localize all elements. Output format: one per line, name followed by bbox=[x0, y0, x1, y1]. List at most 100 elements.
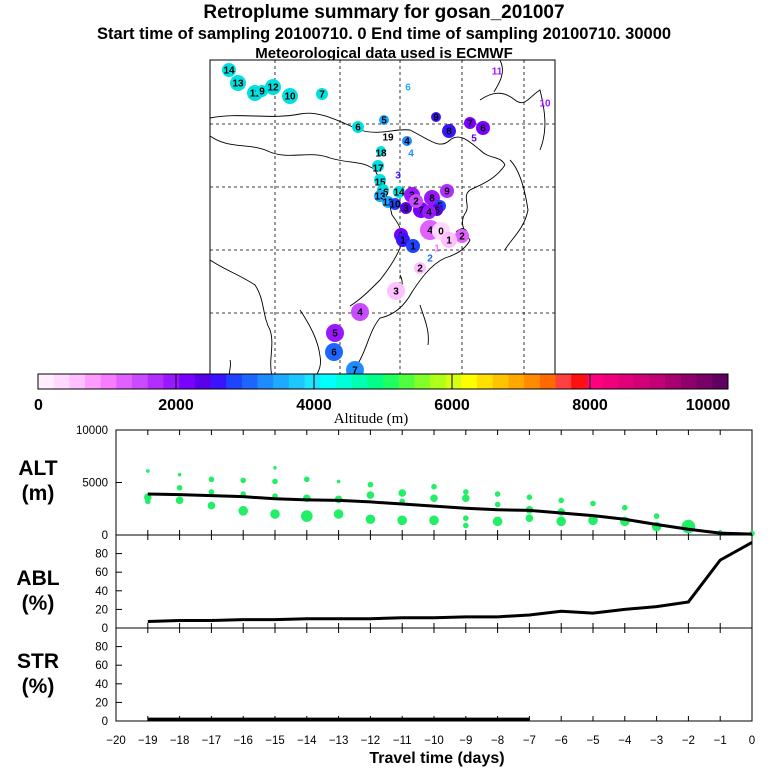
colorbar-tick-label: 6000 bbox=[434, 397, 470, 414]
y-tick-label: 20 bbox=[95, 697, 108, 709]
altitude-cluster-point bbox=[146, 469, 150, 473]
trajectory-day-label: 17 bbox=[372, 163, 384, 174]
x-tick-label: −14 bbox=[297, 735, 317, 747]
colorbar-cell bbox=[696, 374, 713, 389]
colorbar-tick-label: 8000 bbox=[572, 397, 608, 414]
colorbar-cell bbox=[430, 374, 447, 389]
x-tick-label: −16 bbox=[233, 735, 253, 747]
x-axis-title: Travel time (days) bbox=[369, 750, 504, 767]
colorbar-cell bbox=[241, 374, 259, 389]
colorbar-cell bbox=[665, 374, 682, 389]
trajectory-day-label: 2 bbox=[427, 254, 433, 265]
colorbar-cell bbox=[367, 374, 384, 389]
trajectory-marker-dot bbox=[326, 324, 344, 342]
altitude-cluster-point bbox=[463, 522, 469, 529]
x-tick-label: −4 bbox=[618, 735, 632, 747]
colorbar-cell bbox=[618, 374, 635, 389]
altitude-cluster-point bbox=[238, 506, 248, 516]
trajectory-marker-dot bbox=[422, 205, 436, 219]
trajectory-day-label: 7 bbox=[418, 206, 424, 217]
trajectory-marker-dot bbox=[222, 63, 236, 77]
trajectory-day-label: 1 bbox=[434, 244, 440, 255]
colorbar-cell bbox=[257, 374, 274, 389]
trajectory-day-label: 7 bbox=[352, 366, 358, 377]
colorbar-cell bbox=[163, 374, 180, 389]
colorbar-cell bbox=[524, 374, 541, 389]
trajectory-marker-dot bbox=[265, 79, 281, 95]
x-tick-label: −18 bbox=[170, 735, 190, 747]
y-tick-label: 5000 bbox=[82, 478, 108, 490]
trajectory-day-label: 3 bbox=[403, 204, 409, 215]
trajectory-day-label: 14 bbox=[223, 66, 235, 77]
trajectory-marker-dot bbox=[389, 198, 401, 210]
colorbar-cell bbox=[555, 374, 572, 389]
y-tick-label: 60 bbox=[95, 567, 108, 579]
colorbar-cell bbox=[179, 374, 196, 389]
colorbar-cell bbox=[712, 374, 729, 389]
trajectory-day-label: 5 bbox=[332, 329, 338, 340]
altitude-cluster-point bbox=[494, 491, 501, 497]
altitude-cluster-point bbox=[397, 515, 408, 526]
trajectory-day-label: 1 bbox=[400, 236, 406, 247]
altitude-colorbar: 0 2000 4000 6000 8000 10000 Altitude (m) bbox=[34, 373, 730, 427]
trajectory-day-label: 4 bbox=[427, 226, 433, 237]
map-panel: 1413119121076111065199876541841715161431… bbox=[209, 59, 556, 379]
mean-altitude-line bbox=[147, 492, 753, 536]
y-tick-label: 20 bbox=[95, 604, 108, 616]
abl-panel-label: ABL bbox=[16, 567, 59, 590]
colorbar-cell bbox=[461, 374, 478, 389]
abl-chart-content: 0 20 40 60 80 bbox=[95, 535, 753, 635]
colorbar-cell bbox=[304, 374, 321, 389]
y-tick-label: 60 bbox=[95, 660, 108, 672]
altitude-cluster-point bbox=[525, 514, 534, 522]
y-tick-label: 80 bbox=[95, 549, 108, 561]
trajectory-day-label: 15 bbox=[374, 177, 386, 188]
trajectory-day-label: 10 bbox=[389, 200, 401, 211]
trajectory-marker-dot bbox=[441, 232, 457, 248]
trajectory-day-label: 4 bbox=[357, 308, 363, 319]
colorbar-cell bbox=[586, 374, 604, 389]
altitude-cluster-point bbox=[177, 472, 182, 477]
trajectory-day-label: 6 bbox=[405, 83, 411, 94]
trajectory-day-label: 2 bbox=[417, 264, 423, 275]
met-data-subtitle: Meteorological data used is ECMWF bbox=[255, 45, 513, 62]
altitude-cluster-point bbox=[367, 481, 374, 488]
x-tick-label: −3 bbox=[650, 735, 663, 747]
altitude-cluster-point bbox=[494, 501, 501, 508]
altitude-cluster-point bbox=[681, 519, 696, 534]
trajectory-marker-dot bbox=[476, 121, 490, 135]
x-tick-label: −10 bbox=[424, 735, 444, 747]
colorbar-cell bbox=[116, 374, 133, 389]
trajectory-day-label: 2 bbox=[459, 232, 465, 243]
colorbar-cell bbox=[38, 374, 55, 389]
alt-panel-unit: (m) bbox=[22, 482, 55, 505]
colorbar-cell bbox=[100, 374, 117, 389]
altitude-cluster-point bbox=[176, 484, 183, 491]
colorbar-cell bbox=[226, 374, 243, 389]
abl-panel-unit: (%) bbox=[22, 592, 55, 615]
trajectory-day-label: 1 bbox=[410, 242, 416, 253]
colorbar-cell bbox=[210, 374, 227, 389]
colorbar-cell bbox=[649, 374, 666, 389]
trajectory-day-label: 8 bbox=[446, 127, 452, 138]
colorbar-cells bbox=[38, 374, 729, 389]
x-tick-label: −13 bbox=[329, 735, 349, 747]
trajectory-marker-dot bbox=[379, 115, 389, 125]
trajectory-day-label: 6 bbox=[434, 206, 440, 217]
map-frame bbox=[209, 59, 556, 377]
trajectory-day-label: 11 bbox=[250, 89, 261, 100]
altitude-cluster-point bbox=[208, 476, 215, 483]
trajectory-day-label: 4 bbox=[426, 208, 432, 219]
alt-chart-content: 0 5000 10000 bbox=[76, 425, 755, 542]
trajectory-day-label: 10 bbox=[284, 92, 296, 103]
abl-panel: ABL (%) 0 20 40 60 80 bbox=[16, 534, 753, 635]
trajectory-marker-dot bbox=[230, 75, 246, 91]
colorbar-cell bbox=[383, 374, 400, 389]
y-tick-label: 40 bbox=[95, 586, 108, 598]
trajectory-day-label: 10 bbox=[539, 99, 551, 110]
colorbar-tick-label: 2000 bbox=[158, 397, 194, 414]
altitude-cluster-point bbox=[398, 489, 407, 497]
altitude-cluster-point bbox=[272, 478, 278, 485]
x-tick-label: −9 bbox=[459, 735, 472, 747]
